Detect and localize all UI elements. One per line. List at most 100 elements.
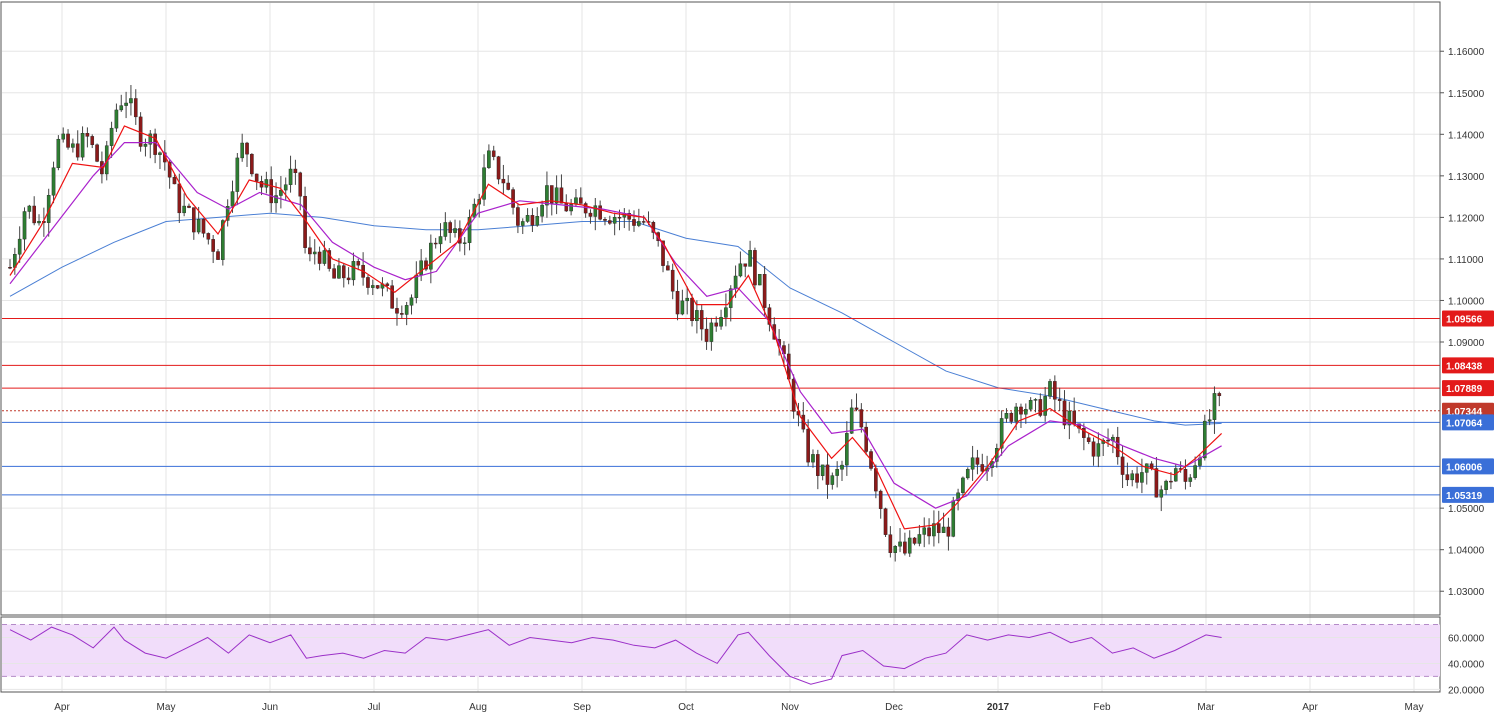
candle-bear [206,233,211,240]
candle-bear [496,156,501,180]
price-tick-label: 1.15000 [1448,89,1485,100]
candle-bull [1014,406,1018,422]
candle-bear [201,218,206,234]
month-label: Jul [368,702,381,713]
candle-bull [820,464,825,476]
candle-bear [332,268,336,279]
month-label: Jun [262,702,278,713]
candle-bull [235,157,240,192]
candle-bull [438,236,443,245]
candle-bull [593,205,598,217]
level-tag-label: 1.08438 [1446,361,1483,372]
month-label: Aug [469,702,487,713]
candle-bear [245,142,249,155]
candle-bull [917,534,922,544]
candle-bull [419,260,423,276]
candle-bull [148,133,153,145]
ema-slow-path [9,142,1222,509]
candle-bull [109,127,114,146]
candle-bear [980,464,985,472]
candle-bear [854,407,859,410]
candle-bear [903,541,907,554]
candle-bull [922,527,927,535]
level-tag-support [1442,458,1494,475]
candle-bear [825,464,830,485]
candle-bear [1169,480,1173,483]
candle-bull [1164,480,1168,490]
price-tick-label: 1.04000 [1448,546,1485,557]
candle-bull [158,152,162,155]
candle-bull [612,216,617,224]
candle-bear [1217,393,1222,397]
candle-bear [1019,406,1023,415]
candle-bull [409,297,414,306]
candle-bull [80,133,85,158]
candle-bull [965,469,970,479]
candle-bear [1115,436,1120,458]
level-tag-label: 1.06006 [1446,462,1483,473]
candle-bull [196,218,201,233]
candle-bull [61,133,66,140]
candle-bull [414,274,419,298]
candle-bull [1024,409,1028,415]
candle-bear [588,212,593,217]
candle-bear [375,285,380,289]
candle-bear [1072,410,1076,424]
candle-bear [385,283,390,286]
candle-bear [448,222,452,233]
level-tag-resistance [1442,357,1494,374]
candle-bear [1183,469,1188,482]
candle-bull [733,275,738,289]
candle-bear [699,310,704,330]
candle-bear [75,143,80,158]
candle-bull [724,307,728,318]
candle-bear [293,168,298,174]
rsi-panel: 60.0000 40.0000 20.0000 [2,623,1485,696]
candle-bear [356,261,361,266]
candle-bull [830,475,835,485]
candle-bear [511,189,515,208]
candle-bull [535,216,540,226]
candle-bear [346,277,351,281]
month-label: Dec [885,702,903,713]
rsi-tick-label: 40.0000 [1448,659,1485,670]
candle-bull [482,167,486,200]
candle-bear [1149,463,1154,469]
candle-bull [288,168,293,185]
candle-bear [704,328,709,342]
candle-bull [695,310,699,322]
candle-bull [999,418,1004,449]
candle-bear [1120,456,1125,475]
price-tick-label: 1.09000 [1448,338,1485,349]
candle-bear [753,250,757,286]
candle-bear [912,537,917,544]
candle-bull [811,454,815,463]
candle-bear [317,251,322,264]
candle-bear [424,260,428,270]
candle-bull [274,195,278,204]
candle-bear [1053,381,1057,400]
candle-bull [941,526,946,533]
candle-bear [549,185,554,204]
candle-bull [1043,396,1047,416]
candle-bull [230,191,235,207]
candle-bull [1067,410,1072,426]
candle-bear [583,203,588,214]
candle-bull [429,242,433,270]
candle-bull [337,265,341,279]
month-label: Apr [54,702,70,713]
candle-bear [559,187,564,204]
candle-bull [709,322,714,342]
candle-bull [685,297,690,302]
month-label: Mar [1197,702,1215,713]
level-tag-support [1442,486,1494,503]
candle-bear [66,133,70,148]
candle-bear [491,150,496,157]
candle-bull [1207,419,1212,422]
candle-bear [167,161,172,178]
candle-bull [71,143,75,148]
candle-bear [603,219,607,221]
rsi-tick-label: 60.0000 [1448,633,1485,644]
candle-bear [767,307,772,325]
price-tick-label: 1.05000 [1448,504,1485,515]
